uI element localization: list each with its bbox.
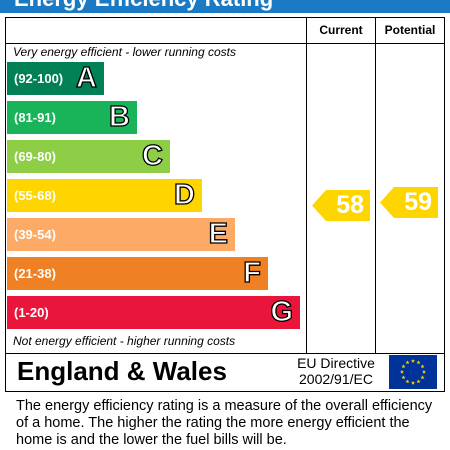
band-b: (81-91) B [7, 100, 137, 134]
column-header-current: Current [319, 23, 363, 37]
band-range: (92-100) [14, 71, 64, 86]
band-letter: E [208, 217, 229, 250]
column-header-potential: Potential [384, 23, 436, 37]
current-rating-value: 58 [336, 191, 364, 219]
band-letter: C [141, 139, 163, 172]
eu-flag-icon [389, 355, 437, 389]
footer-divider [5, 353, 445, 354]
band-d: (55-68) D [7, 178, 202, 212]
header-divider [5, 43, 445, 44]
eu-star-icon [420, 364, 425, 369]
band-range: (21-38) [14, 266, 56, 281]
eu-star-icon [421, 369, 427, 374]
band-range: (1-20) [14, 305, 49, 320]
current-rating-arrow: 58 [312, 190, 370, 221]
band-range: (39-54) [14, 227, 56, 242]
eu-star-icon [416, 379, 421, 384]
column-divider-potential [375, 17, 376, 354]
band-range: (81-91) [14, 110, 56, 125]
eu-star-icon [401, 375, 406, 380]
eu-star-icon [420, 375, 425, 380]
band-range: (69-80) [14, 149, 56, 164]
eu-star-icon [405, 360, 410, 365]
potential-rating-arrow: 59 [380, 187, 438, 218]
band-a: (92-100) A [7, 61, 104, 95]
column-divider-current [306, 17, 307, 354]
country-label: England & Wales [17, 356, 227, 386]
eu-directive: EU Directive 2002/91/EC [292, 355, 380, 387]
note-not-efficient: Not energy efficient - higher running co… [13, 334, 236, 348]
band-c: (69-80) C [7, 139, 170, 173]
potential-rating-value: 59 [404, 188, 432, 216]
eu-star-icon [416, 360, 421, 365]
band-letter: G [270, 295, 294, 328]
directive-line-1: EU Directive [297, 355, 375, 371]
band-letter: A [75, 61, 97, 94]
band-letter: F [243, 256, 262, 289]
band-e: (39-54) E [7, 217, 235, 251]
band-f: (21-38) F [7, 256, 268, 290]
eu-star-icon [401, 364, 406, 369]
directive-line-2: 2002/91/EC [299, 371, 373, 387]
description-text: The energy efficiency rating is a measur… [16, 398, 433, 448]
band-letter: D [173, 178, 195, 211]
title-bar: Energy Efficiency Rating [0, 0, 450, 13]
rating-table-frame [5, 17, 445, 392]
band-g: (1-20) G [7, 295, 300, 329]
eu-star-icon [410, 380, 416, 385]
eu-star-icon [399, 369, 405, 374]
band-range: (55-68) [14, 188, 56, 203]
band-letter: B [108, 100, 130, 133]
note-very-efficient: Very energy efficient - lower running co… [13, 45, 236, 59]
chart-title: Energy Efficiency Rating [14, 0, 273, 12]
eu-star-icon [405, 379, 410, 384]
eu-star-icon [410, 358, 416, 363]
